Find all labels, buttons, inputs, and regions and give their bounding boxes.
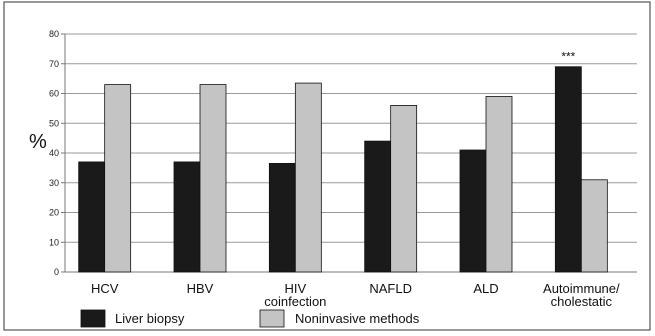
bar-liver-biopsy xyxy=(554,66,582,273)
bar-noninvasive xyxy=(580,179,608,273)
y-tick-label: 50 xyxy=(49,118,59,128)
y-tick-label: 20 xyxy=(49,208,59,218)
bar-noninvasive xyxy=(199,84,227,273)
bar-liver-biopsy xyxy=(364,140,392,273)
bar-liver-biopsy xyxy=(173,161,201,273)
bar-noninvasive xyxy=(104,84,132,273)
y-tick-label: 10 xyxy=(49,237,59,247)
x-category-label: ALD xyxy=(473,281,498,296)
y-tick-label: 0 xyxy=(54,267,59,277)
bar-liver-biopsy xyxy=(78,161,106,273)
y-tick-label: 80 xyxy=(49,29,59,39)
y-tick-label: 70 xyxy=(49,59,59,69)
significance-annotation: *** xyxy=(561,50,575,64)
x-category-label: HCV xyxy=(91,281,119,296)
y-tick-label: 60 xyxy=(49,89,59,99)
x-category-label: NAFLD xyxy=(369,281,412,296)
bar-liver-biopsy xyxy=(459,149,487,273)
legend-swatch xyxy=(80,309,106,328)
x-category-label: HBV xyxy=(187,281,214,296)
x-category-label: Autoimmune/cholestatic xyxy=(543,281,620,309)
bar-noninvasive xyxy=(485,96,513,273)
y-axis-label: % xyxy=(29,131,47,153)
legend-swatch xyxy=(259,309,285,328)
bar-noninvasive xyxy=(390,105,418,273)
bar-liver-biopsy xyxy=(268,163,296,273)
y-tick-label: 30 xyxy=(49,178,59,188)
bar-chart: 0 10 20 30 40 50 60 70 80 % HCV HBV HIV coinfection… xyxy=(3,1,651,331)
chart-container: 0 10 20 30 40 50 60 70 80 % HCV HBV HIV coinfection… xyxy=(3,1,651,331)
y-tick-label: 40 xyxy=(49,148,59,158)
bar-noninvasive xyxy=(294,82,322,273)
legend-label: Liver biopsy xyxy=(115,311,185,326)
legend-label: Noninvasive methods xyxy=(295,311,420,326)
x-category-label: HIV coinfection xyxy=(264,281,326,309)
